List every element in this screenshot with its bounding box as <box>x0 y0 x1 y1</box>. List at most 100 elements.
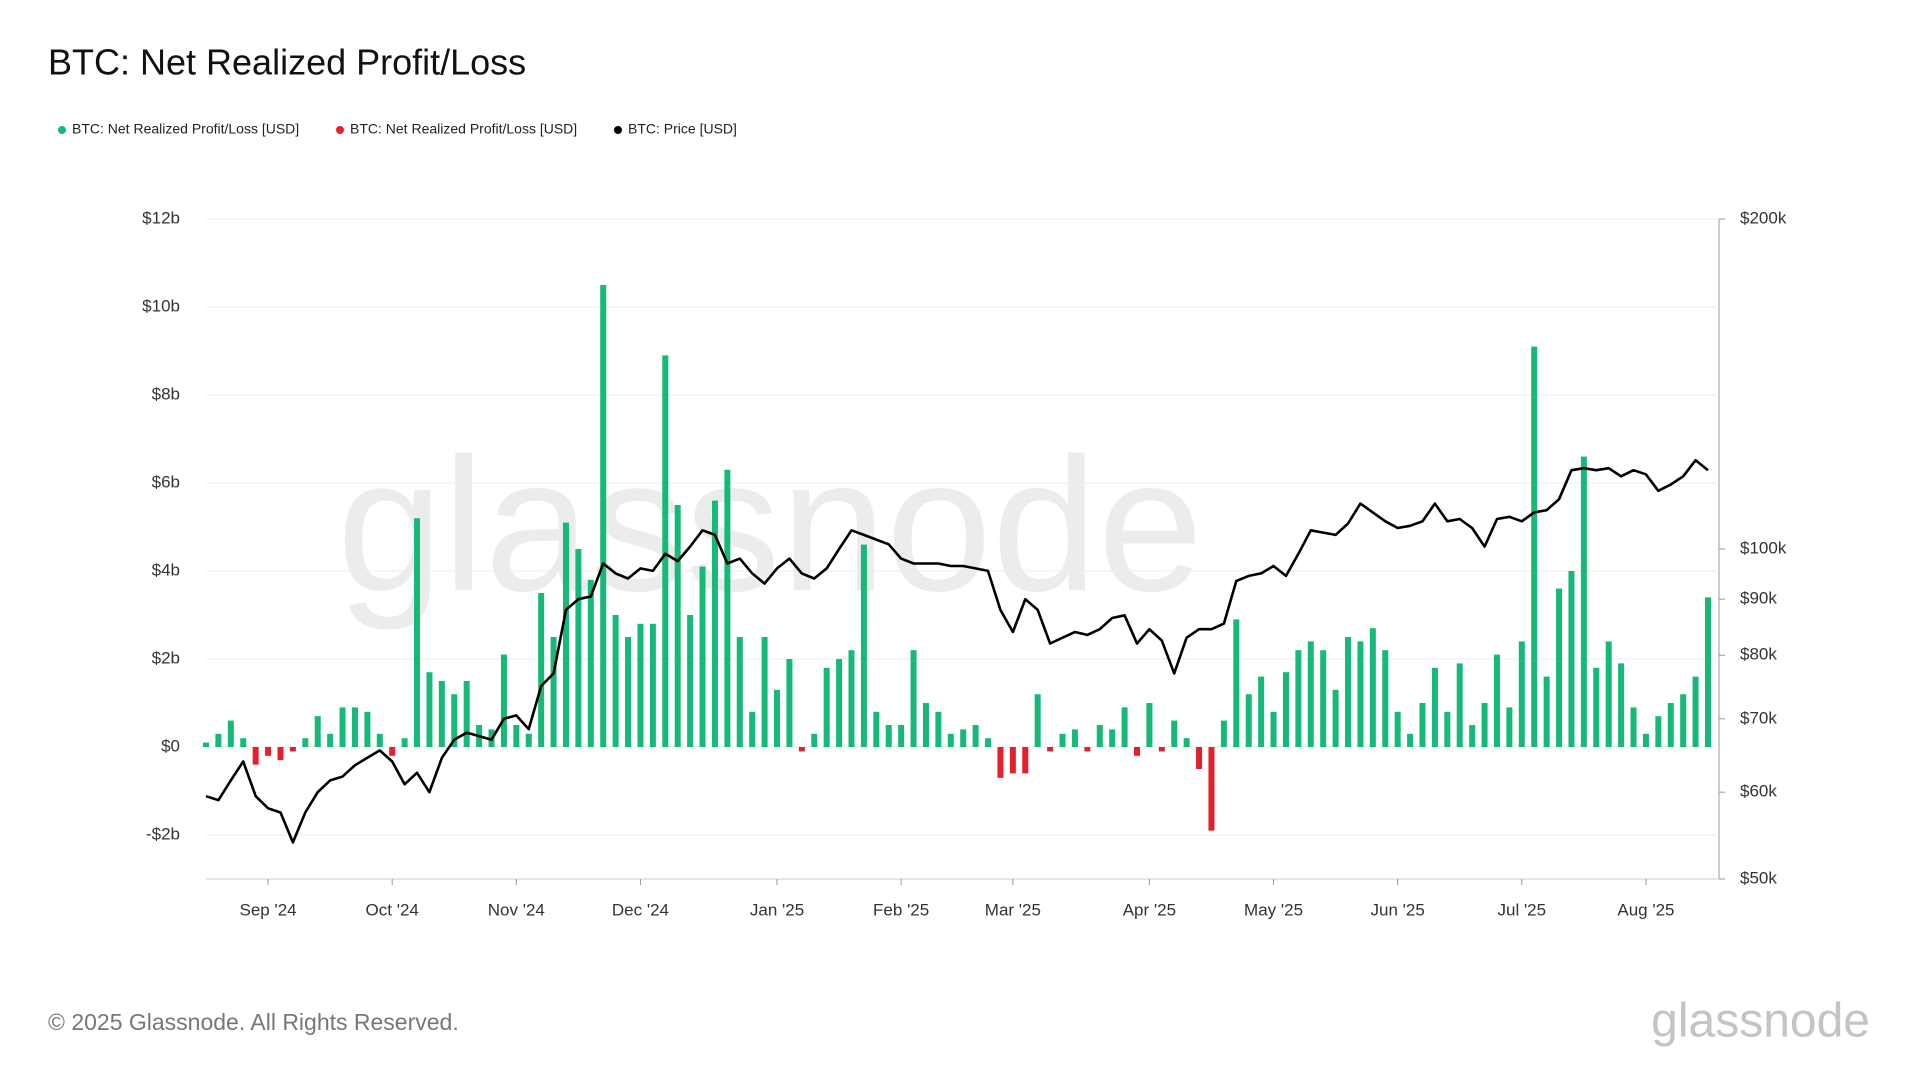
bar <box>1568 571 1575 747</box>
bar <box>1270 711 1277 747</box>
bar <box>1022 747 1029 774</box>
bar <box>1109 729 1116 747</box>
bar <box>600 285 607 747</box>
y2-tick-label: $200k <box>1740 208 1787 227</box>
bar <box>1642 733 1649 747</box>
bar <box>687 615 694 747</box>
bar <box>922 703 929 747</box>
bar <box>662 355 669 747</box>
bar <box>1282 672 1289 747</box>
legend-label: BTC: Net Realized Profit/Loss [USD] <box>72 121 299 137</box>
bar <box>873 711 880 747</box>
bar <box>736 637 743 747</box>
x-tick-label: Sep '24 <box>239 900 296 919</box>
bar <box>1071 729 1078 747</box>
bar <box>562 522 569 747</box>
bar <box>1146 703 1153 747</box>
bar <box>351 707 358 747</box>
bar <box>513 725 520 747</box>
watermark: glassnode <box>337 419 1203 631</box>
legend-label: BTC: Price [USD] <box>628 121 737 137</box>
bar <box>1133 747 1140 756</box>
bar <box>674 505 681 747</box>
y2-tick-label: $50k <box>1740 868 1777 887</box>
legend-marker <box>614 126 622 134</box>
bar <box>898 725 905 747</box>
bar <box>786 659 793 747</box>
bar <box>1692 676 1699 747</box>
bar <box>1556 588 1563 747</box>
bar <box>1605 641 1612 747</box>
bar <box>1444 711 1451 747</box>
bar <box>1680 694 1687 747</box>
bar <box>1667 703 1674 747</box>
chart-title: BTC: Net Realized Profit/Loss <box>48 42 526 83</box>
bar <box>463 681 470 747</box>
bar <box>500 654 507 747</box>
bar <box>1543 676 1550 747</box>
bar <box>1580 456 1587 747</box>
bar <box>1655 716 1662 747</box>
bar <box>1034 694 1041 747</box>
bar <box>836 659 843 747</box>
bar <box>438 681 445 747</box>
bar <box>1630 707 1637 747</box>
bar <box>227 720 234 747</box>
bar <box>1593 667 1600 747</box>
bar <box>327 733 334 747</box>
bar <box>711 500 718 747</box>
bar <box>749 711 756 747</box>
bar <box>1084 747 1091 752</box>
y-tick-label: $8b <box>152 384 180 403</box>
y2-tick-label: $100k <box>1740 538 1787 557</box>
bar <box>277 747 284 761</box>
x-tick-label: Jul '25 <box>1497 900 1546 919</box>
logo: glassnode <box>1651 995 1870 1048</box>
bar <box>314 716 321 747</box>
legend-label: BTC: Net Realized Profit/Loss [USD] <box>350 121 577 137</box>
bar <box>1357 641 1364 747</box>
bar <box>997 747 1004 778</box>
bar <box>1481 703 1488 747</box>
bar <box>1705 597 1711 747</box>
x-tick-label: May '25 <box>1244 900 1303 919</box>
bar <box>575 549 582 747</box>
bar <box>1096 725 1103 747</box>
x-tick-label: Apr '25 <box>1123 900 1176 919</box>
bar <box>910 650 917 747</box>
bar <box>364 711 371 747</box>
bar <box>1158 747 1165 752</box>
bar <box>1531 346 1538 747</box>
bar <box>1394 711 1401 747</box>
bar <box>1506 707 1513 747</box>
bar <box>1233 619 1240 747</box>
bar <box>774 689 781 747</box>
bar <box>761 637 768 747</box>
bar <box>1345 637 1352 747</box>
bar <box>1456 663 1463 747</box>
bar <box>848 650 855 747</box>
bar <box>587 579 594 747</box>
y2-tick-label: $90k <box>1740 589 1777 608</box>
bar <box>339 707 346 747</box>
bar <box>426 672 433 747</box>
y-tick-label: $10b <box>142 296 180 315</box>
bar <box>414 518 421 747</box>
bar <box>1059 733 1066 747</box>
bar <box>1419 703 1426 747</box>
bar <box>1431 667 1438 747</box>
x-tick-label: Dec '24 <box>612 900 669 919</box>
bar <box>265 747 272 756</box>
y-tick-label: $4b <box>152 560 180 579</box>
bar <box>203 742 209 747</box>
x-tick-label: Nov '24 <box>488 900 545 919</box>
y-tick-label: $6b <box>152 472 180 491</box>
y-tick-label: -$2b <box>146 824 180 843</box>
bar <box>1493 654 1500 747</box>
bar <box>1307 641 1314 747</box>
y-tick-label: $12b <box>142 208 180 227</box>
bar <box>1295 650 1302 747</box>
price-line <box>205 458 1709 844</box>
bar <box>451 694 458 747</box>
